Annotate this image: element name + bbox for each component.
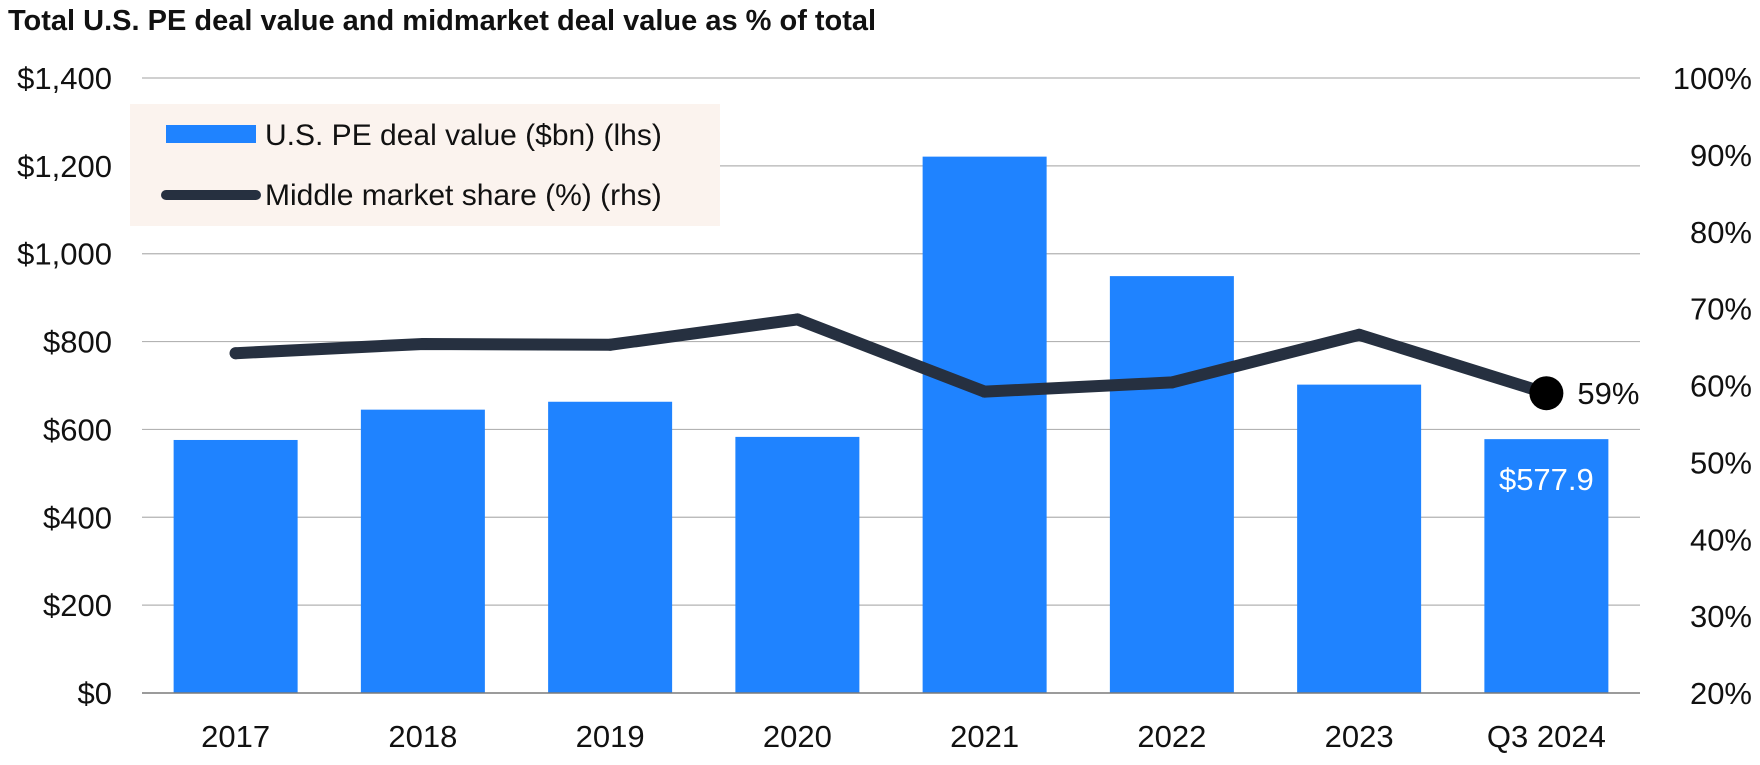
bar — [735, 436, 860, 693]
line-point — [604, 338, 617, 351]
bar — [922, 156, 1047, 693]
x-tick-label: 2018 — [388, 719, 457, 754]
line-end-marker — [1529, 376, 1564, 411]
legend: U.S. PE deal value ($bn) (lhs) Middle ma… — [130, 104, 720, 226]
bar — [548, 401, 673, 693]
line-point — [229, 347, 242, 360]
x-tick-label: 2020 — [763, 719, 832, 754]
line-point — [1353, 328, 1366, 341]
bar — [1484, 439, 1609, 693]
bar — [360, 409, 485, 693]
left-tick-label: $1,000 — [17, 237, 112, 272]
line-point — [1165, 376, 1178, 389]
line-point — [416, 337, 429, 350]
x-tick-label: Q3 2024 — [1487, 719, 1606, 754]
left-tick-label: $200 — [43, 588, 112, 623]
left-tick-label: $0 — [78, 676, 112, 711]
left-tick-label: $1,400 — [17, 61, 112, 96]
legend-swatch-bar — [166, 125, 256, 143]
line-point — [791, 313, 804, 326]
line-data-label: 59% — [1577, 376, 1639, 411]
right-tick-label: 50% — [1690, 445, 1752, 480]
right-tick-label: 30% — [1690, 599, 1752, 634]
x-tick-label: 2023 — [1325, 719, 1394, 754]
left-tick-label: $1,200 — [17, 149, 112, 184]
line-path — [229, 313, 1553, 400]
line-point — [978, 385, 991, 398]
bar-data-label: $577.9 — [1499, 462, 1594, 497]
x-axis: 2017 2018 2019 2020 2021 2022 2023 Q3 2024 — [142, 692, 1640, 754]
right-tick-label: 60% — [1690, 369, 1752, 404]
left-tick-label: $400 — [43, 500, 112, 535]
x-tick-label: 2022 — [1137, 719, 1206, 754]
legend-label-line: Middle market share (%) (rhs) — [265, 179, 662, 212]
legend-background — [130, 104, 720, 226]
right-tick-label: 80% — [1690, 215, 1752, 250]
x-tick-label: 2021 — [950, 719, 1019, 754]
right-tick-label: 90% — [1690, 138, 1752, 173]
right-tick-label: 20% — [1690, 676, 1752, 711]
right-tick-label: 70% — [1690, 292, 1752, 327]
bar — [1109, 276, 1234, 693]
right-tick-label: 100% — [1673, 61, 1752, 96]
bar — [1297, 384, 1422, 693]
x-tick-label: 2017 — [201, 719, 270, 754]
right-axis: 20% 30% 40% 50% 60% 70% 80% 90% 100% — [1673, 61, 1752, 711]
bar-series — [173, 156, 1609, 693]
left-tick-label: $800 — [43, 325, 112, 360]
left-axis: $0 $200 $400 $600 $800 $1,000 $1,200 $1,400 — [17, 61, 112, 711]
legend-label-bar: U.S. PE deal value ($bn) (lhs) — [265, 119, 662, 152]
left-tick-label: $600 — [43, 412, 112, 447]
right-tick-label: 40% — [1690, 522, 1752, 557]
x-tick-label: 2019 — [576, 719, 645, 754]
chart-title: Total U.S. PE deal value and midmarket d… — [8, 5, 876, 37]
annotations: $577.9 59% — [1499, 376, 1639, 497]
bar — [173, 439, 298, 693]
